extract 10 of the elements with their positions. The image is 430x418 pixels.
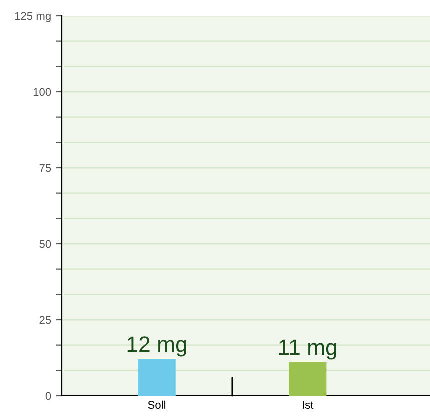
x-tick-label: Ist — [303, 401, 314, 410]
y-tick-label: 75 — [40, 164, 52, 172]
y-tick-label: 100 — [34, 88, 52, 96]
data-label: 11 mg — [279, 340, 336, 360]
y-tick-label: 25 — [40, 316, 52, 324]
y-tick-label: 0 — [46, 392, 52, 400]
y-tick-label: 50 — [40, 240, 52, 248]
data-label: 12 mg — [128, 336, 186, 357]
y-tick-label: 125 mg — [15, 12, 51, 22]
x-tick-label: Soll — [148, 400, 166, 410]
